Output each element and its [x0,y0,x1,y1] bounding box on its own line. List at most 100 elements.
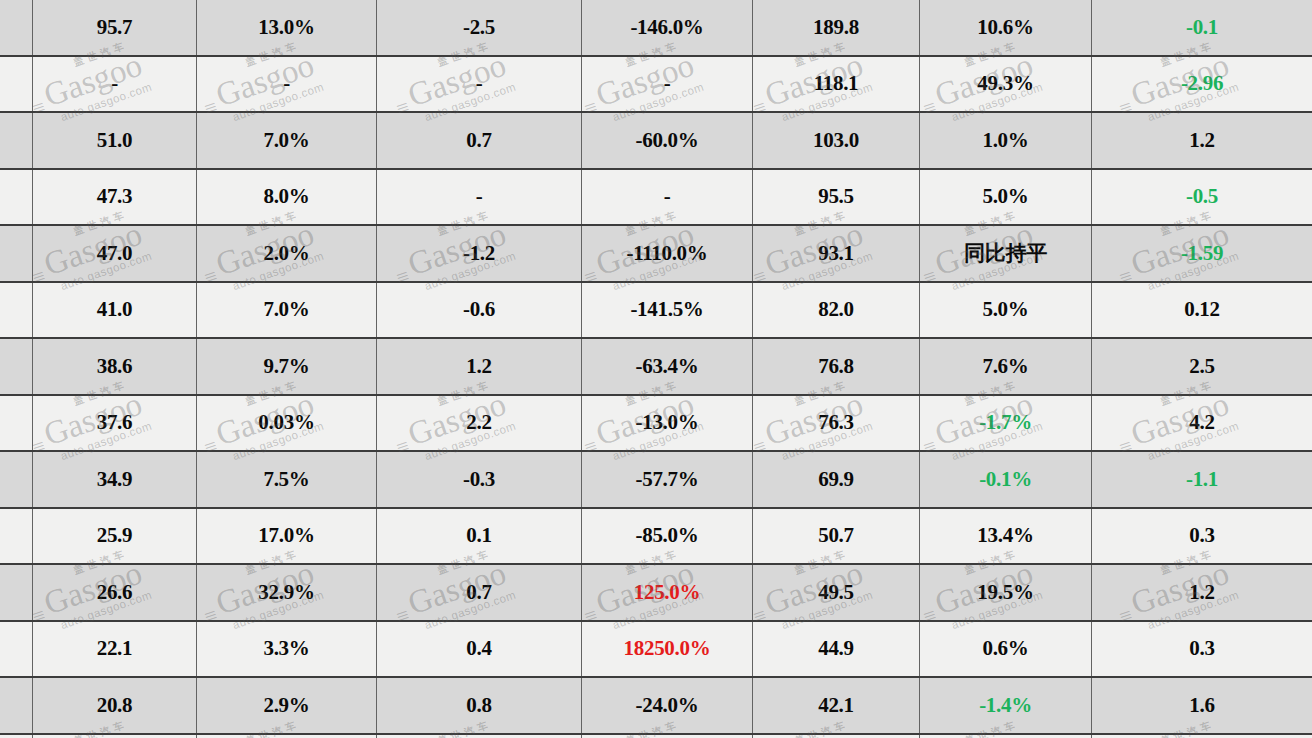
table-cell: 2.9% [197,678,377,733]
table-cell-cropped-edge [0,678,33,733]
table-cell: 0.7盖世汽车≡Gasgooauto.gasgoo.com [377,565,582,620]
table-cell-cropped-edge [0,452,33,507]
cell-value: 0.4 [466,636,491,661]
table-cell-cropped-edge [0,622,33,677]
cell-value: -57.7% [636,467,699,492]
cell-value: -0.6 [463,297,495,322]
table-cell: - [377,170,582,225]
table-cell-cropped-edge [0,283,33,338]
cell-value: 19.5% [977,580,1033,605]
table-cell: 51.0 [33,113,197,168]
table-cell: 盖世汽车≡Gasgooauto.gasgoo.com [1092,735,1312,738]
cell-value: 93.1 [818,241,854,266]
table-cell: 5.0% [920,170,1092,225]
table-cell: 2.5 [1092,339,1312,394]
cell-value: 47.3 [97,184,133,209]
table-row: 25.917.0%0.1-85.0%50.713.4%0.3 [0,509,1312,566]
table-cell: 1.2盖世汽车≡Gasgooauto.gasgoo.com [1092,565,1312,620]
table-row: -盖世汽车≡Gasgooauto.gasgoo.com-盖世汽车≡Gasgooa… [0,57,1312,114]
table-cell: 32.9%盖世汽车≡Gasgooauto.gasgoo.com [197,565,377,620]
table-cell: -盖世汽车≡Gasgooauto.gasgoo.com [377,57,582,112]
table-cell: -0.5 [1092,170,1312,225]
table-cell-cropped-edge [0,226,33,281]
table-cell: 17.0% [197,509,377,564]
cell-value: 5.0% [982,184,1028,209]
table-cell: -24.0% [582,678,753,733]
table-cell: -60.0% [582,113,753,168]
table-cell: 9.7% [197,339,377,394]
cell-value: 2.5 [1189,354,1214,379]
cell-value: 189.8 [813,15,859,40]
table-cell: 82.0 [753,283,920,338]
cell-value: 125.0% [634,580,700,605]
cell-value: -13.0% [636,410,699,435]
table-cell: -146.0% [582,0,753,55]
cell-value: 51.0 [97,128,133,153]
table-cell: 95.5 [753,170,920,225]
table-cell: 0.8 [377,678,582,733]
table-cell: 44.9 [753,622,920,677]
table-cell: 0.3 [1092,622,1312,677]
gasgoo-brand: Gasgoo [591,46,698,113]
table-cell: -63.4% [582,339,753,394]
table-row: 盖世汽车≡Gasgooauto.gasgoo.com 盖世汽车≡Gasgooaut… [0,735,1312,738]
table-cell-cropped-edge [0,565,33,620]
table-cell: 1.2 [1092,113,1312,168]
cell-value: 0.03% [258,410,314,435]
table-cell: 13.0% [197,0,377,55]
table-cell: 76.8 [753,339,920,394]
cell-value: -1.7% [979,410,1032,435]
table-cell: 93.1盖世汽车≡Gasgooauto.gasgoo.com [753,226,920,281]
gasgoo-brand: Gasgoo [403,555,510,622]
cell-value: - [664,71,671,96]
cell-value: 1.2 [1189,580,1214,605]
cell-value: 25.9 [97,523,133,548]
table-row: 47.0盖世汽车≡Gasgooauto.gasgoo.com2.0%盖世汽车≡G… [0,226,1312,283]
table-row: 51.07.0%0.7-60.0%103.01.0%1.2 [0,113,1312,170]
cell-value: 82.0 [818,297,854,322]
table-cell: 19.5%盖世汽车≡Gasgooauto.gasgoo.com [920,565,1092,620]
table-cell: 7.6% [920,339,1092,394]
table-cell: -1.2盖世汽车≡Gasgooauto.gasgoo.com [377,226,582,281]
table-cell: -2.5 [377,0,582,55]
cell-value: - [476,71,483,96]
table-cell: -1.1 [1092,452,1312,507]
cell-value: -2.96 [1181,71,1223,96]
cell-value: 44.9 [818,636,854,661]
cell-value: 34.9 [97,467,133,492]
cell-value: 49.3% [977,71,1033,96]
cell-value: 0.7 [466,128,491,153]
cell-value: -1.1 [1186,467,1218,492]
table-cell: -0.6 [377,283,582,338]
table-cell: 103.0 [753,113,920,168]
table-cell: 0.3 [1092,509,1312,564]
table-cell: 同比持平盖世汽车≡Gasgooauto.gasgoo.com [920,226,1092,281]
cell-value: -1110.0% [626,241,707,266]
table-cell: 2.0%盖世汽车≡Gasgooauto.gasgoo.com [197,226,377,281]
cell-value: 7.6% [982,354,1028,379]
table-cell: 盖世汽车≡Gasgooauto.gasgoo.com [582,735,753,738]
gasgoo-brand: Gasgoo [39,46,146,113]
cell-value: 42.1 [818,693,854,718]
table-cell: 3.3% [197,622,377,677]
cell-value: 76.3 [818,410,854,435]
cell-value: -60.0% [636,128,699,153]
cell-value: 2.2 [466,410,491,435]
table-cell: 42.1 [753,678,920,733]
cell-value: 69.9 [818,467,854,492]
table-cell-cropped-edge [0,57,33,112]
cell-value: 76.8 [818,354,854,379]
cell-value: 50.7 [818,523,854,548]
table-row: 26.6盖世汽车≡Gasgooauto.gasgoo.com32.9%盖世汽车≡… [0,565,1312,622]
table-row: 20.82.9%0.8-24.0%42.1-1.4%1.6 [0,678,1312,735]
cell-value: 7.0% [263,297,309,322]
table-cell: 1.2 [377,339,582,394]
table-cell-cropped-edge [0,170,33,225]
table-row: 22.13.3%0.418250.0%44.90.6%0.3 [0,622,1312,679]
table-cell: 38.6 [33,339,197,394]
table-cell: 22.1 [33,622,197,677]
cell-value: 1.2 [466,354,491,379]
table-cell: 0.7 [377,113,582,168]
cell-value: - [664,184,671,209]
gasgoo-brand: Gasgoo [211,46,318,113]
